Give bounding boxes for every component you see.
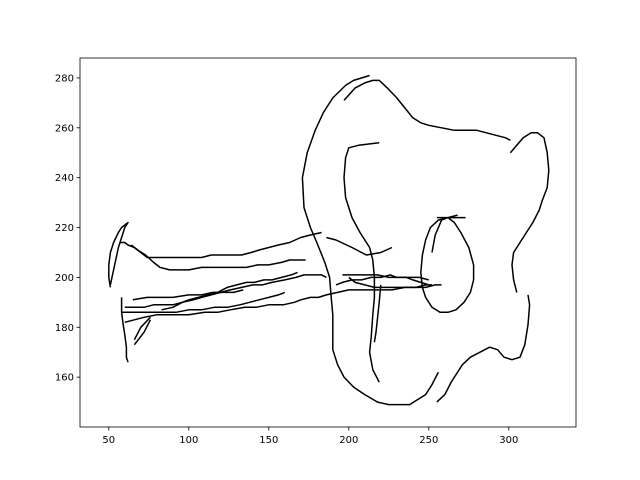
y-tick-label: 280: [55, 73, 74, 84]
series-line-20: [133, 316, 151, 341]
x-tick-label: 150: [259, 435, 278, 446]
series-line-11: [124, 284, 432, 324]
x-tick-label: 50: [102, 435, 115, 446]
series-line-16: [121, 291, 286, 314]
axes-frame: [79, 57, 577, 428]
series-line-17: [132, 289, 244, 301]
series-line-8: [326, 236, 393, 256]
series-line-1: [301, 74, 440, 406]
y-tick-label: 220: [55, 223, 74, 234]
x-tick-label: 100: [179, 435, 198, 446]
y-tick-label: 160: [55, 373, 74, 384]
y-tick-label: 200: [55, 273, 74, 284]
series-layer: [108, 74, 550, 406]
series-line-22: [120, 297, 129, 363]
series-line-19: [373, 284, 382, 343]
plot-area: [80, 58, 576, 427]
y-tick-label: 180: [55, 323, 74, 334]
series-line-12: [342, 274, 429, 281]
series-line-2: [343, 79, 511, 141]
series-line-21: [133, 319, 152, 346]
series-line-23: [108, 221, 129, 288]
series-line-14: [335, 274, 430, 286]
axis-ticks: 50 100 150 200 250 300 160 180 200 220 240 260 280: [55, 73, 518, 446]
series-line-4: [509, 132, 550, 293]
x-tick-label: 300: [499, 435, 518, 446]
series-line-15: [348, 276, 442, 289]
series-line-13: [124, 274, 327, 309]
series-line-3: [343, 142, 380, 383]
series-line-5: [436, 294, 531, 403]
x-tick-label: 250: [419, 435, 438, 446]
series-line-18: [161, 271, 298, 311]
y-tick-label: 260: [55, 123, 74, 134]
series-line-6: [420, 214, 475, 314]
y-tick-label: 240: [55, 173, 74, 184]
x-tick-label: 200: [339, 435, 358, 446]
series-line-10: [130, 244, 306, 271]
